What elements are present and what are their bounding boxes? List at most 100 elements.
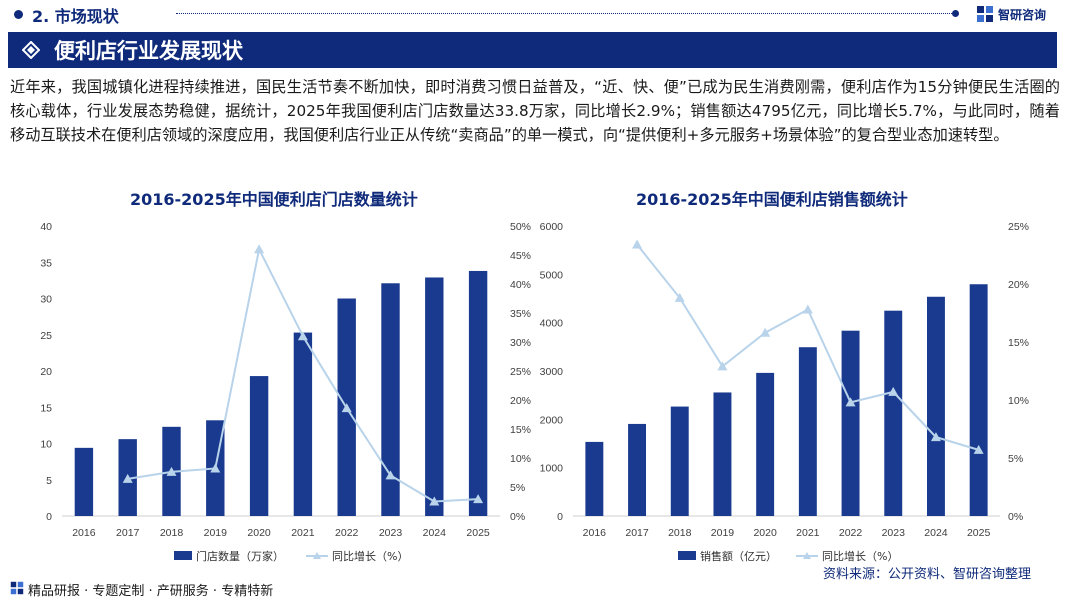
right-axis-tick-label: 45% (510, 250, 531, 262)
bar (468, 270, 488, 516)
left-axis-tick-label: 1000 (540, 463, 564, 475)
right-axis-tick-label: 0% (510, 511, 525, 523)
left-axis-tick-label: 5 (46, 475, 52, 487)
left-axis-tick-label: 20 (40, 366, 52, 378)
growth-point-marker (888, 386, 899, 396)
bar (670, 406, 689, 516)
chart-1-title: 2016-2025年中国便利店门店数量统计 (130, 190, 418, 209)
growth-point-marker (166, 466, 177, 476)
diamond-icon (22, 41, 40, 59)
x-axis-tick-label: 2017 (625, 527, 649, 539)
source-note: 资料来源：公开资料、智研咨询整理 (822, 567, 1031, 582)
growth-point-marker (802, 304, 813, 314)
right-axis-tick-label: 5% (1008, 453, 1023, 465)
zhiyan-logo-icon (10, 581, 24, 595)
bar (249, 376, 269, 516)
left-axis-tick-label: 5000 (540, 269, 564, 281)
right-axis-tick-label: 15% (510, 424, 531, 436)
left-axis-tick-label: 0 (557, 511, 563, 523)
right-axis-tick-label: 25% (1008, 221, 1029, 233)
legend-line-marker (803, 552, 811, 559)
right-axis-tick-label: 35% (510, 308, 531, 320)
x-axis-tick-label: 2023 (379, 527, 403, 539)
bar (969, 284, 988, 516)
x-axis-tick-label: 2020 (247, 527, 271, 539)
right-axis-tick-label: 15% (1008, 337, 1029, 349)
x-axis-tick-label: 2025 (967, 527, 991, 539)
bar (381, 283, 400, 516)
growth-point-marker (385, 470, 396, 480)
x-axis-tick-label: 2019 (204, 527, 228, 539)
growth-point-marker (210, 463, 221, 473)
right-axis-tick-label: 10% (1008, 395, 1029, 407)
left-axis-tick-label: 25 (40, 330, 52, 342)
right-axis-tick-label: 10% (510, 453, 531, 465)
brand-name: 智研咨询 (998, 7, 1047, 22)
growth-point-marker (973, 444, 984, 454)
left-axis-tick-label: 2000 (540, 414, 564, 426)
growth-point-marker (845, 397, 856, 407)
x-axis-tick-label: 2022 (335, 527, 359, 539)
growth-point-marker (632, 239, 643, 249)
bar (585, 441, 604, 516)
header-divider (176, 13, 958, 15)
intro-paragraph: 近年来，我国城镇化进程持续推进，国民生活节奏不断加快，即时消费习惯日益普及，“近… (10, 78, 1060, 144)
divider-end-dot-icon (952, 10, 959, 17)
x-axis-tick-label: 2021 (291, 527, 315, 539)
bar (628, 423, 647, 516)
bar (293, 332, 313, 516)
left-axis-tick-label: 40 (40, 221, 52, 233)
growth-point-marker (760, 327, 771, 337)
growth-point-marker (473, 494, 484, 504)
x-axis-tick-label: 2023 (882, 527, 906, 539)
banner-title: 便利店行业发展现状 (54, 39, 243, 63)
left-axis-tick-label: 3000 (540, 366, 564, 378)
growth-point-marker (254, 244, 265, 254)
brand-logo: 智研咨询 (976, 3, 1046, 25)
x-axis-tick-label: 2018 (160, 527, 184, 539)
growth-point-marker (930, 432, 941, 442)
left-axis-tick-label: 30 (40, 294, 52, 306)
growth-point-marker (674, 292, 685, 302)
growth-point-marker (122, 473, 133, 483)
bar (798, 347, 817, 516)
left-axis-tick-label: 35 (40, 257, 52, 269)
x-axis-tick-label: 2017 (116, 527, 140, 539)
right-axis-tick-label: 0% (1008, 511, 1023, 523)
chart-2-title: 2016-2025年中国便利店销售额统计 (636, 190, 908, 209)
right-axis-tick-label: 5% (510, 482, 525, 494)
left-axis-tick-label: 15 (40, 402, 52, 414)
right-axis-tick-label: 30% (510, 337, 531, 349)
bar (841, 330, 860, 516)
legend-line-marker (313, 552, 321, 559)
right-axis-tick-label: 20% (510, 395, 531, 407)
left-axis-tick-label: 6000 (540, 221, 564, 233)
bar (756, 372, 775, 516)
x-axis-tick-label: 2016 (72, 527, 96, 539)
x-axis-tick-label: 2016 (583, 527, 607, 539)
right-axis-tick-label: 50% (510, 221, 531, 233)
left-axis-tick-label: 4000 (540, 318, 564, 330)
x-axis-tick-label: 2022 (839, 527, 863, 539)
legend-bar-swatch (174, 551, 192, 560)
x-axis-tick-label: 2025 (466, 527, 490, 539)
x-axis-tick-label: 2024 (423, 527, 447, 539)
legend-bar-label: 门店数量（万家） (196, 549, 284, 563)
section-title: 2. 市场现状 (32, 7, 119, 26)
bar (713, 392, 732, 516)
x-axis-tick-label: 2020 (753, 527, 777, 539)
title-banner: 便利店行业发展现状 (8, 32, 1057, 68)
growth-point-marker (717, 361, 728, 371)
legend-bar-swatch (678, 551, 696, 560)
bar (884, 310, 903, 516)
zhiyan-logo-icon (977, 6, 993, 22)
x-axis-tick-label: 2021 (796, 527, 820, 539)
growth-point-marker (341, 403, 352, 413)
left-axis-tick-label: 10 (40, 439, 52, 451)
growth-point-marker (429, 496, 440, 506)
legend-bar-label: 销售额（亿元） (700, 549, 777, 563)
right-axis-tick-label: 40% (510, 279, 531, 291)
right-axis-tick-label: 25% (510, 366, 531, 378)
